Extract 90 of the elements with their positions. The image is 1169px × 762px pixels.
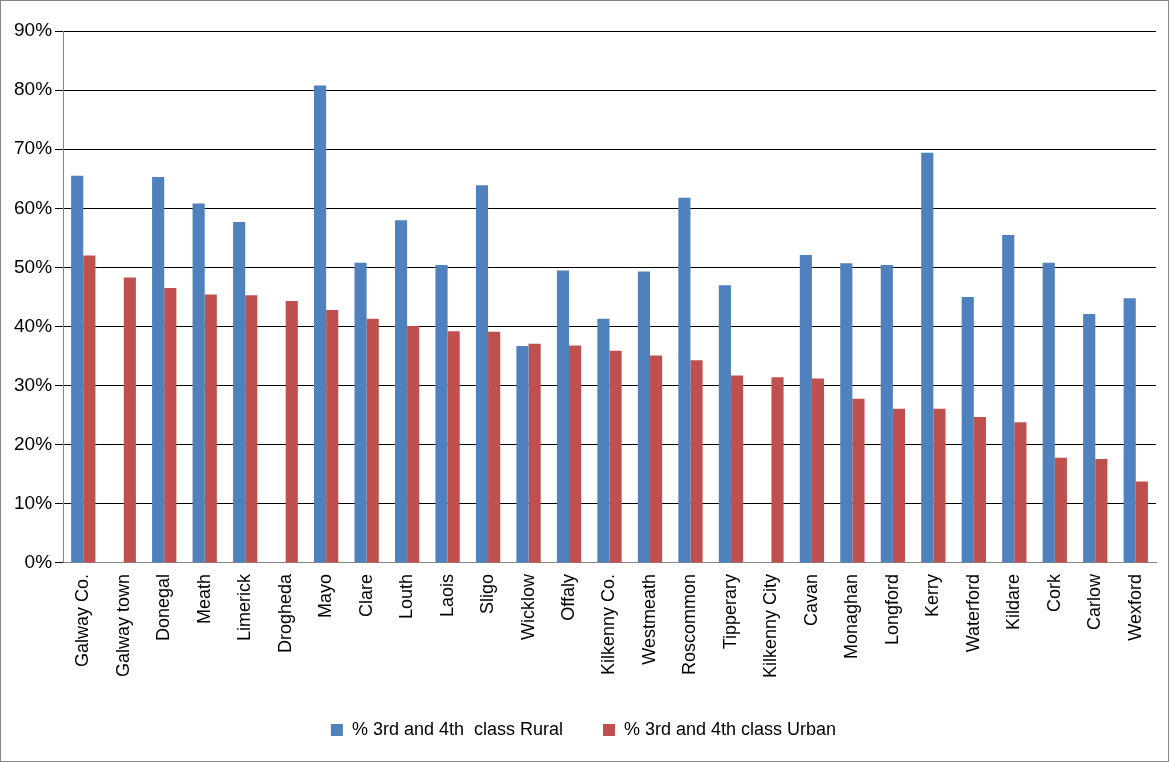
y-tick-label: 80% xyxy=(14,78,53,100)
x-tick-label: Kerry xyxy=(922,573,943,617)
legend-label: % 3rd and 4th class Rural xyxy=(351,718,563,739)
bar xyxy=(961,296,974,563)
bar xyxy=(637,271,650,563)
y-tick-label: 20% xyxy=(14,432,53,454)
x-tick-label: Kilkenny City xyxy=(760,573,781,679)
x-tick-label: Offaly xyxy=(558,573,578,621)
bar xyxy=(245,295,258,563)
y-tick-label: 60% xyxy=(14,196,53,218)
x-tick-label: Galway town xyxy=(112,573,133,678)
y-tick-label: 40% xyxy=(14,314,53,336)
y-tick-label: 0% xyxy=(24,551,53,573)
y-tick-label: 70% xyxy=(14,137,53,159)
x-tick-label: Kildare xyxy=(1003,573,1024,630)
x-tick-label: Laois xyxy=(436,573,457,617)
y-tick-label: 30% xyxy=(14,373,53,395)
bar xyxy=(528,343,541,563)
bar xyxy=(1002,234,1015,563)
bar xyxy=(407,325,420,563)
x-tick-label: Galway Co. xyxy=(72,573,93,668)
bar xyxy=(811,378,825,563)
y-tick-label: 10% xyxy=(14,492,53,514)
bar xyxy=(488,331,501,563)
bar xyxy=(973,416,986,563)
x-tick-label: Monaghan xyxy=(841,573,862,660)
bar xyxy=(597,318,610,563)
bar xyxy=(285,301,298,563)
x-tick-label: Wicklow xyxy=(517,572,538,640)
bar xyxy=(83,255,96,563)
bar xyxy=(123,277,136,563)
bar xyxy=(649,355,663,563)
bar xyxy=(233,221,246,563)
x-tick-label: Roscommon xyxy=(679,573,700,675)
bar xyxy=(569,345,582,563)
x-tick-label: Westmeath xyxy=(638,573,659,665)
x-tick-label: Sligo xyxy=(477,573,498,614)
bar xyxy=(609,350,622,563)
bar xyxy=(164,288,177,563)
bar xyxy=(314,85,327,563)
x-tick-label: Drogheda xyxy=(274,572,295,654)
bar xyxy=(892,408,906,563)
bar xyxy=(556,270,570,563)
bar xyxy=(475,185,489,563)
bar xyxy=(690,360,703,563)
bar xyxy=(204,294,217,563)
bar xyxy=(799,255,812,563)
y-tick-label: 50% xyxy=(14,255,53,277)
bar xyxy=(1135,481,1148,563)
bar xyxy=(1014,422,1027,563)
bar xyxy=(880,265,893,563)
bar xyxy=(771,377,784,563)
legend-label: % 3rd and 4th class Urban xyxy=(623,718,837,739)
x-tick-label: Wexford xyxy=(1124,573,1145,641)
x-tick-label: Louth xyxy=(396,573,417,620)
bar xyxy=(394,220,408,563)
x-tick-label: Clare xyxy=(355,573,376,617)
bar xyxy=(921,152,934,563)
x-tick-label: Carlow xyxy=(1084,572,1105,630)
bar xyxy=(447,331,460,563)
bar xyxy=(192,203,205,563)
bar xyxy=(366,318,379,563)
bar xyxy=(71,175,84,563)
bar xyxy=(435,265,448,563)
bar xyxy=(1042,262,1055,563)
x-tick-label: Cork xyxy=(1043,572,1064,612)
bar xyxy=(326,309,339,563)
bar xyxy=(1095,458,1108,563)
bar xyxy=(730,375,744,563)
x-tick-label: Limerick xyxy=(234,572,255,641)
bar xyxy=(1054,457,1067,563)
x-tick-label: Tipperary xyxy=(719,573,740,650)
x-tick-label: Mayo xyxy=(315,573,336,618)
x-tick-label: Kilkenny Co. xyxy=(598,573,619,676)
y-tick-label: 90% xyxy=(14,19,53,41)
bar xyxy=(516,346,529,563)
bar xyxy=(152,177,165,563)
bar xyxy=(933,408,946,563)
bar xyxy=(840,263,853,563)
x-tick-label: Meath xyxy=(193,573,214,624)
bar xyxy=(718,285,731,563)
x-tick-label: Donegal xyxy=(153,573,174,642)
bar xyxy=(678,197,691,563)
bar xyxy=(852,398,865,563)
x-tick-label: Longford xyxy=(881,573,902,646)
bar xyxy=(1123,298,1136,563)
x-tick-label: Waterford xyxy=(962,573,983,653)
x-tick-label: Cavan xyxy=(800,573,821,626)
bar xyxy=(354,262,367,563)
bar xyxy=(1083,314,1096,563)
